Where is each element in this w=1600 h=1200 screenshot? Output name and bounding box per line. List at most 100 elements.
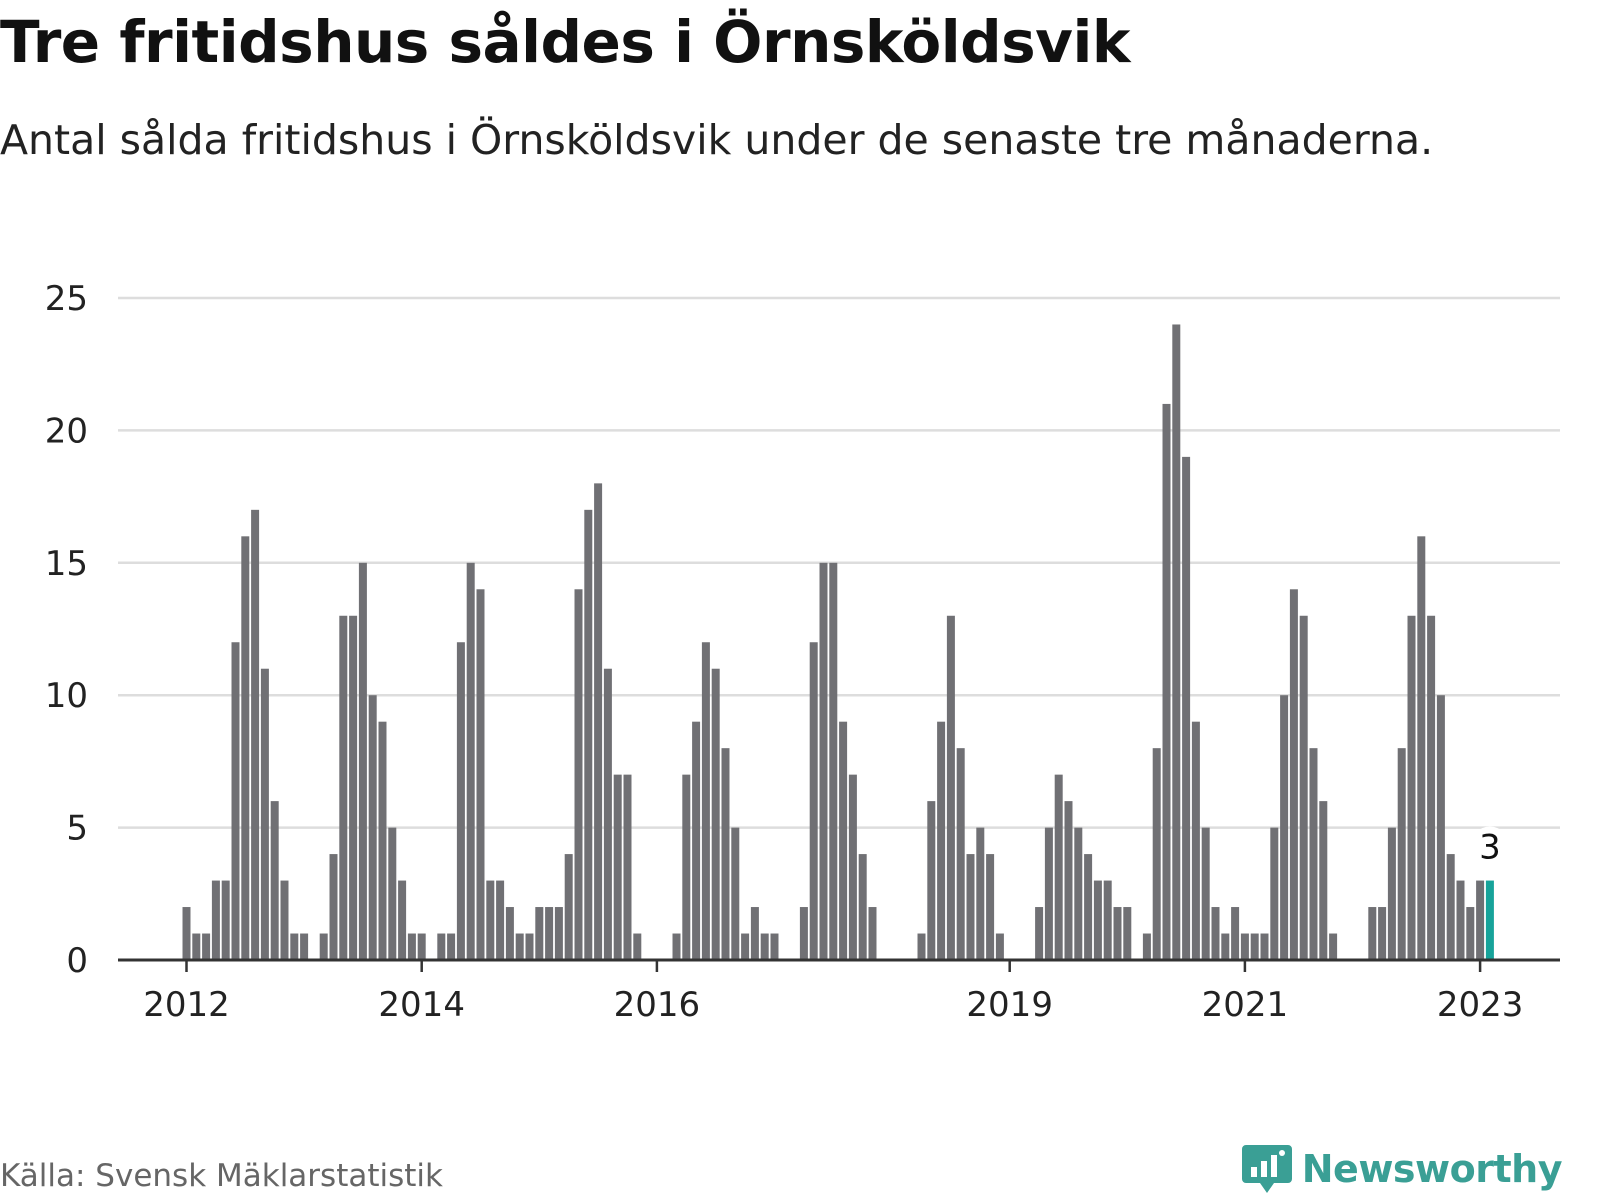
bar [1182, 456, 1191, 960]
bar-chart: 0 5 10 15 20 25 2012 2014 2016 2019 2021 2023 3 [45, 279, 1560, 1025]
bar [603, 668, 612, 960]
bar [799, 907, 808, 960]
bar [241, 536, 250, 960]
bar [1123, 907, 1132, 960]
bar [839, 721, 848, 960]
bar [1035, 907, 1044, 960]
bar [937, 721, 946, 960]
bar [1250, 933, 1259, 960]
bar [819, 562, 828, 960]
bar [1397, 748, 1406, 960]
bar [809, 642, 818, 960]
highlight-bar [1485, 880, 1494, 960]
bar [349, 615, 358, 960]
bar [1270, 827, 1279, 960]
bar [437, 933, 446, 960]
bar [623, 774, 632, 960]
bar [496, 880, 505, 960]
bar [1191, 721, 1200, 960]
y-tick-label: 20 [45, 411, 88, 451]
bar [1054, 774, 1063, 960]
bar [986, 854, 995, 960]
bar [927, 801, 936, 960]
bar [505, 907, 514, 960]
bar [1280, 695, 1289, 960]
bar [358, 562, 367, 960]
bar [858, 854, 867, 960]
bar [672, 933, 681, 960]
data-label: 3 [1479, 828, 1501, 868]
y-tick-label: 5 [66, 809, 88, 849]
data-labels: 3 [1469, 826, 1510, 868]
chart-subtitle: Antal sålda fritidshus i Örnsköldsvik un… [0, 116, 1434, 164]
bar [1093, 880, 1102, 960]
bar [1476, 880, 1485, 960]
bar [1299, 615, 1308, 960]
bar [270, 801, 279, 960]
bar [848, 774, 857, 960]
y-tick-label: 15 [45, 544, 88, 584]
bar [1084, 854, 1093, 960]
bar [192, 933, 201, 960]
bar [1456, 880, 1465, 960]
bar [741, 933, 750, 960]
bar [750, 907, 759, 960]
bar [290, 933, 299, 960]
bar [574, 589, 583, 960]
bar [1260, 933, 1269, 960]
bar [378, 721, 387, 960]
bar [1044, 827, 1053, 960]
bar [329, 854, 338, 960]
bar [447, 933, 456, 960]
bar [1436, 695, 1445, 960]
bar [1152, 748, 1161, 960]
bar [554, 907, 563, 960]
bar [692, 721, 701, 960]
bar [280, 880, 289, 960]
bar [1240, 933, 1249, 960]
bar [1211, 907, 1220, 960]
bar [613, 774, 622, 960]
bar [1231, 907, 1240, 960]
bar [466, 562, 475, 960]
bar [1309, 748, 1318, 960]
bar [701, 642, 710, 960]
bar [535, 907, 544, 960]
bar [211, 880, 220, 960]
bar [1417, 536, 1426, 960]
x-tick-label: 2019 [966, 985, 1053, 1025]
x-axis-ticks: 2012 2014 2016 2019 2021 2023 [143, 960, 1523, 1025]
bar [417, 933, 426, 960]
bar [966, 854, 975, 960]
x-tick-label: 2016 [614, 985, 701, 1025]
bar [1427, 615, 1436, 960]
bar [1103, 880, 1112, 960]
bar [368, 695, 377, 960]
y-tick-label: 25 [45, 279, 88, 319]
bar [251, 509, 260, 960]
bar [682, 774, 691, 960]
bar [1221, 933, 1230, 960]
bar [407, 933, 416, 960]
data-label-background [1469, 826, 1510, 867]
newsworthy-logo: Newsworthy [1241, 1143, 1563, 1195]
bar [1407, 615, 1416, 960]
bar [946, 615, 955, 960]
bar [1172, 324, 1181, 961]
bar [319, 933, 328, 960]
x-tick-label: 2023 [1437, 985, 1524, 1025]
newsworthy-logo-icon [1241, 1145, 1292, 1193]
bar [1064, 801, 1073, 960]
bar [956, 748, 965, 960]
bar [476, 589, 485, 960]
bar [760, 933, 769, 960]
bar [564, 854, 573, 960]
source-note: Källa: Svensk Mäklarstatistik [0, 1158, 443, 1194]
bar [1466, 907, 1475, 960]
bar [1378, 907, 1387, 960]
bar [770, 933, 779, 960]
bar [633, 933, 642, 960]
bar [917, 933, 926, 960]
bar [1289, 589, 1298, 960]
bar [1201, 827, 1210, 960]
